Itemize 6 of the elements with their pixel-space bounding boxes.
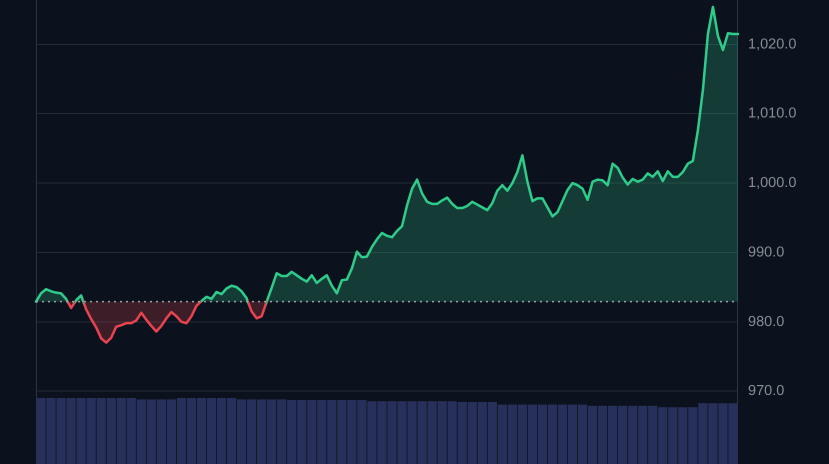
y-tick-label: 1,000.0 [748, 175, 796, 192]
y-tick-label: 1,010.0 [748, 106, 796, 122]
y-tick-label: 970.0 [748, 383, 784, 400]
y-tick-label: 1,020.0 [748, 36, 796, 52]
y-tick-label: 980.0 [748, 314, 784, 330]
y-tick-label: 990.0 [748, 244, 784, 260]
